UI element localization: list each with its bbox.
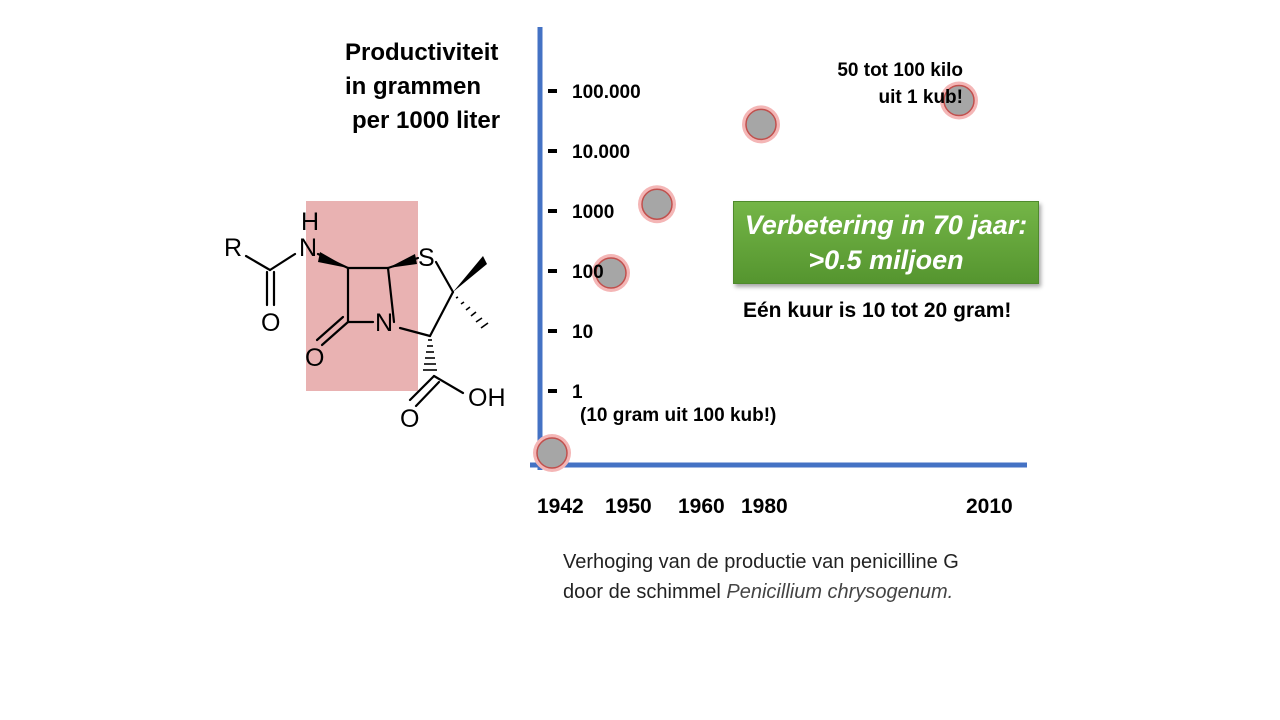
atom-n-ring: N bbox=[375, 309, 393, 337]
y-axis-label-line-3: per 1000 liter bbox=[352, 107, 501, 134]
first-point-annotation: (10 gram uit 100 kub!) bbox=[580, 405, 777, 426]
y-axis-label-line-1: Productiviteit bbox=[345, 39, 499, 66]
data-point bbox=[536, 437, 568, 469]
data-point bbox=[641, 188, 673, 220]
y-tick-mark bbox=[548, 389, 557, 393]
improvement-callout: Verbetering in 70 jaar: >0.5 miljoen bbox=[733, 201, 1039, 284]
atom-n-amide: N bbox=[299, 234, 317, 262]
x-tick-label: 1950 bbox=[605, 495, 652, 518]
last-point-annotation: 50 tot 100 kilo uit 1 kub! bbox=[800, 57, 963, 111]
last-point-annotation-line-2: uit 1 kub! bbox=[878, 87, 963, 108]
last-point-annotation-line-1: 50 tot 100 kilo bbox=[837, 60, 963, 81]
atom-r: R bbox=[224, 234, 242, 262]
x-tick-label: 1980 bbox=[741, 495, 788, 518]
atom-s: S bbox=[418, 244, 435, 272]
data-point bbox=[943, 84, 975, 117]
atom-o-amide: O bbox=[261, 309, 280, 337]
callout-line-2: >0.5 miljoen bbox=[808, 245, 964, 275]
atom-h: H bbox=[301, 208, 319, 236]
beta-lactam-highlight bbox=[306, 201, 418, 391]
y-axis-label: Productiviteit in grammen per 1000 liter bbox=[345, 36, 500, 138]
course-dose-note: Eén kuur is 10 tot 20 gram! bbox=[743, 299, 1012, 322]
figure-caption: Verhoging van de productie van penicilli… bbox=[563, 547, 959, 607]
y-tick-label: 100 bbox=[572, 262, 604, 283]
y-tick-mark bbox=[548, 209, 557, 213]
y-tick-mark bbox=[548, 269, 557, 273]
y-tick-mark bbox=[548, 89, 557, 93]
atom-o-carboxyl: O bbox=[400, 405, 419, 433]
y-tick-label: 1000 bbox=[572, 202, 615, 223]
caption-species: Penicillium chrysogenum. bbox=[726, 581, 954, 603]
y-tick-label: 1 bbox=[572, 382, 583, 403]
atom-o-lactam: O bbox=[305, 344, 324, 372]
y-axis-label-line-2: in grammen bbox=[345, 73, 482, 100]
x-tick-label: 2010 bbox=[966, 495, 1013, 518]
caption-prefix: door de schimmel bbox=[563, 581, 727, 603]
caption-line-2: door de schimmel Penicillium chrysogenum… bbox=[563, 577, 959, 607]
caption-line-1: Verhoging van de productie van penicilli… bbox=[563, 551, 959, 573]
callout-line-1: Verbetering in 70 jaar: bbox=[744, 210, 1028, 240]
x-tick-label: 1942 bbox=[537, 495, 584, 518]
atom-oh: OH bbox=[468, 384, 506, 412]
y-tick-label: 10.000 bbox=[572, 142, 631, 163]
data-point bbox=[595, 257, 627, 289]
y-tick-label: 10 bbox=[572, 322, 594, 343]
y-tick-mark bbox=[548, 329, 557, 333]
data-point bbox=[745, 108, 777, 141]
x-tick-label: 1960 bbox=[678, 495, 725, 518]
y-tick-label: 100.000 bbox=[572, 82, 641, 103]
y-tick-mark bbox=[548, 149, 557, 153]
